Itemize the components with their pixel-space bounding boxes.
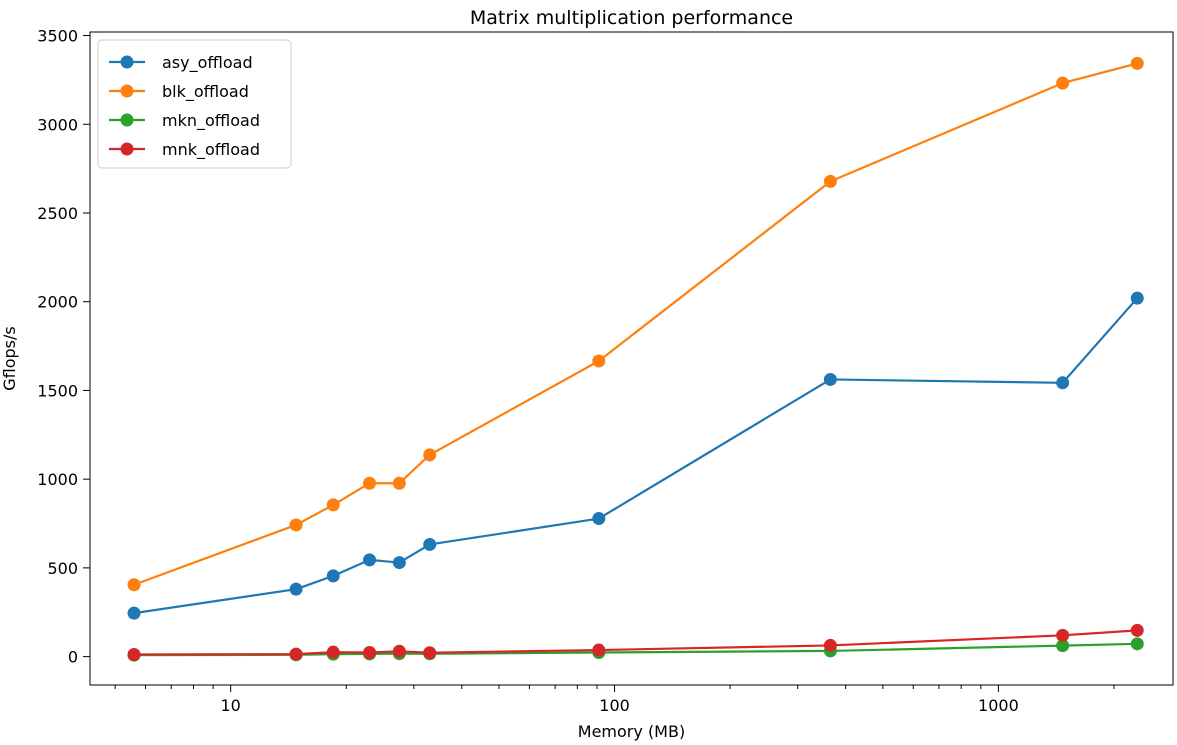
data-point — [423, 646, 437, 660]
y-tick-label: 1000 — [37, 470, 78, 489]
legend: asy_offload blk_offload mkn_offload mnk_off… — [97, 39, 292, 169]
series-blk_offload — [127, 56, 1144, 592]
data-point — [592, 354, 606, 368]
series-asy_offload — [127, 291, 1144, 620]
data-point — [326, 569, 340, 583]
plot-frame — [89, 31, 1174, 686]
series-line — [134, 629, 1138, 656]
legend-box — [97, 39, 292, 169]
data-point — [423, 537, 437, 551]
legend-label: blk_offload — [162, 82, 249, 102]
data-point — [326, 645, 340, 659]
data-point — [289, 582, 303, 596]
legend-marker — [120, 55, 134, 69]
y-tick-label: 3000 — [37, 115, 78, 134]
data-point — [592, 512, 606, 526]
data-point — [823, 174, 837, 188]
y-tick-label: 2000 — [37, 293, 78, 312]
data-point — [823, 638, 837, 652]
x-tick-label: 100 — [599, 696, 630, 715]
data-point — [823, 372, 837, 386]
y-tick-label: 3500 — [37, 27, 78, 46]
series-line — [133, 62, 1138, 586]
legend-item-mkn_offload: mkn_offload — [109, 111, 260, 131]
y-axis-label: Gflops/s — [0, 326, 19, 390]
x-axis-label: Memory (MB) — [578, 722, 685, 741]
data-point — [1130, 623, 1144, 637]
legend-item-mnk_offload: mnk_offload — [109, 140, 260, 160]
y-tick-label: 0 — [68, 648, 78, 667]
chart-title: Matrix multiplication performance — [470, 7, 793, 29]
data-point — [289, 647, 303, 661]
data-point — [1056, 76, 1070, 90]
legend-marker — [120, 84, 134, 98]
y-tick-label: 2500 — [37, 204, 78, 223]
legend-label: mnk_offload — [162, 140, 260, 160]
data-point — [363, 646, 377, 660]
data-point — [1130, 637, 1144, 651]
series-line — [134, 642, 1138, 657]
data-point — [127, 578, 141, 592]
data-point — [1130, 56, 1144, 70]
data-point — [1130, 291, 1144, 305]
x-tick-label: 10 — [221, 696, 241, 715]
data-point — [127, 647, 141, 661]
legend-item-asy_offload: asy_offload — [109, 53, 253, 73]
data-point — [289, 518, 303, 532]
data-point — [1056, 376, 1070, 390]
data-point — [1056, 628, 1070, 642]
x-axis: 10 100 1000 — [114, 685, 1115, 715]
data-point — [392, 644, 406, 658]
data-point — [423, 448, 437, 462]
data-point — [1056, 639, 1070, 653]
data-point — [363, 476, 377, 490]
data-point — [392, 556, 406, 570]
legend-marker — [120, 142, 134, 156]
legend-marker — [120, 113, 134, 127]
data-point — [392, 476, 406, 490]
data-point — [592, 643, 606, 657]
series-layer — [127, 56, 1144, 662]
y-tick-label: 500 — [47, 559, 78, 578]
series-mnk_offload — [127, 623, 1144, 661]
legend-label: mkn_offload — [162, 111, 260, 131]
y-tick-label: 1500 — [37, 381, 78, 400]
x-tick-label: 1000 — [978, 696, 1019, 715]
data-point — [363, 553, 377, 567]
legend-item-blk_offload: blk_offload — [109, 82, 249, 102]
legend-label: asy_offload — [162, 53, 253, 73]
data-point — [326, 498, 340, 512]
data-point — [127, 606, 141, 620]
series-line — [133, 297, 1139, 615]
y-axis: 0 500 1000 1500 2000 2500 3000 3500 — [37, 27, 90, 667]
